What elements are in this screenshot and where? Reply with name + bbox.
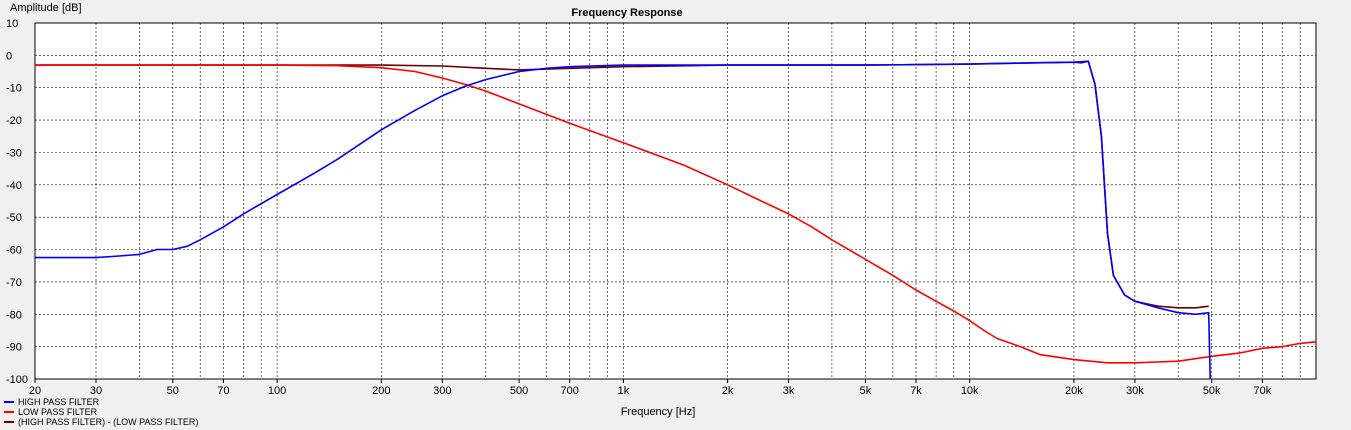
x-tick-label: 100	[268, 385, 286, 397]
x-tick-label: 20k	[1065, 385, 1083, 397]
legend-swatch-difference	[4, 421, 14, 423]
x-tick-label: 70k	[1254, 385, 1272, 397]
y-tick-label: -60	[6, 245, 22, 257]
x-tick-label: 30k	[1126, 385, 1144, 397]
x-tick-label: 300	[433, 385, 451, 397]
x-tick-label: 30	[90, 385, 102, 397]
series-line-1	[35, 64, 1317, 364]
x-tick-label: 200	[372, 385, 390, 397]
y-tick-label: -80	[6, 309, 22, 321]
series-line-0	[35, 60, 1211, 380]
x-axis-title: Frequency [Hz]	[621, 406, 696, 418]
grid	[35, 23, 1316, 379]
series-lines	[35, 60, 1317, 380]
x-tick-label: 50k	[1203, 385, 1221, 397]
y-tick-label: -90	[6, 342, 22, 354]
x-tick-label: 70	[217, 385, 229, 397]
y-axis-title: Amplitude [dB]	[10, 2, 82, 14]
y-tick-label: -40	[6, 180, 22, 192]
y-tick-label: 0	[6, 50, 12, 62]
legend-label-high-pass: HIGH PASS FILTER	[18, 397, 100, 407]
x-tick-label: 5k	[860, 385, 872, 397]
legend-item-high-pass: HIGH PASS FILTER	[4, 397, 198, 407]
x-tick-label: 2k	[722, 385, 734, 397]
legend: HIGH PASS FILTER LOW PASS FILTER (HIGH P…	[4, 397, 198, 427]
y-tick-label: -70	[6, 277, 22, 289]
x-tick-label: 3k	[783, 385, 795, 397]
legend-label-difference: (HIGH PASS FILTER) - (LOW PASS FILTER)	[18, 417, 199, 427]
x-tick-label: 7k	[910, 385, 922, 397]
legend-swatch-low-pass	[4, 411, 14, 413]
x-tick-label: 20	[29, 385, 41, 397]
y-tick-label: -30	[6, 148, 22, 160]
plot-area	[34, 22, 1317, 380]
legend-swatch-high-pass	[4, 401, 14, 403]
legend-item-difference: (HIGH PASS FILTER) - (LOW PASS FILTER)	[4, 417, 198, 427]
chart-title: Frequency Response	[571, 7, 682, 19]
x-tick-label: 700	[561, 385, 579, 397]
legend-item-low-pass: LOW PASS FILTER	[4, 407, 198, 417]
x-tick-label: 50	[167, 385, 179, 397]
y-tick-label: -20	[6, 115, 22, 127]
y-tick-label: -10	[6, 83, 22, 95]
legend-label-low-pass: LOW PASS FILTER	[18, 407, 98, 417]
x-tick-label: 1k	[618, 385, 630, 397]
y-tick-label: -50	[6, 212, 22, 224]
x-tick-labels: 20 30 50 70 100 200 300 500 700 1k 2k 3k 5k 7k 10k 20k 3…	[29, 379, 1272, 397]
y-tick-label: -100	[6, 374, 28, 386]
y-tick-label: 10	[6, 18, 18, 30]
x-tick-label: 500	[510, 385, 528, 397]
x-tick-label: 10k	[961, 385, 979, 397]
y-tick-labels: 10 0 -10 -20 -30 -40 -50 -60 -70 -80 -90 -100	[6, 18, 28, 386]
